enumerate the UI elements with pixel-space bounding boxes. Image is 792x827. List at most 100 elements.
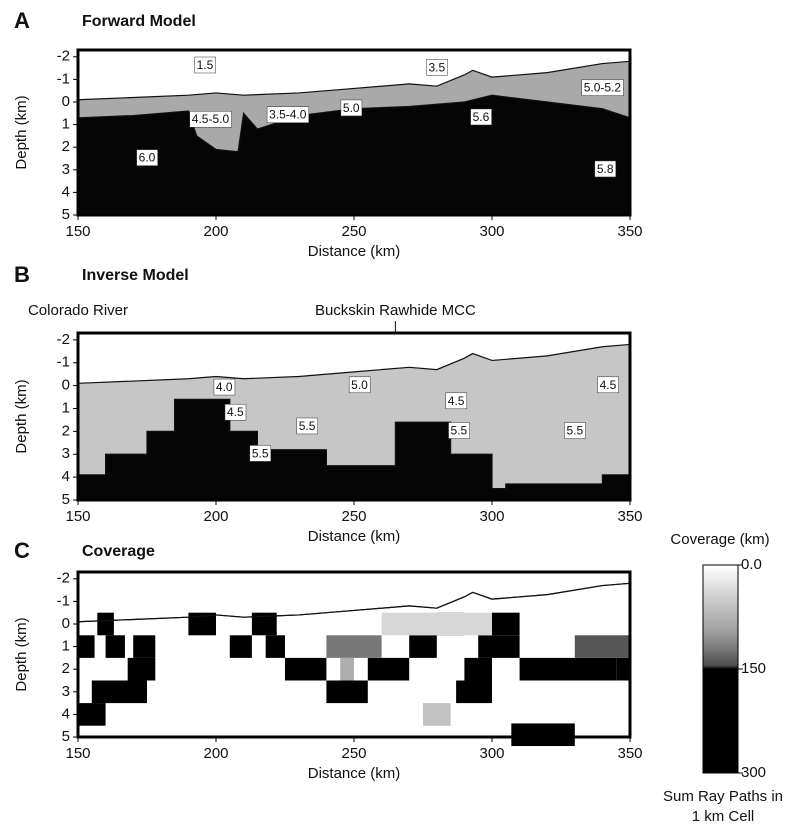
velocity-label: 5.5 — [566, 424, 583, 438]
y-tick-label: -2 — [57, 570, 70, 587]
panel: C Coverage 150 200 250 300 350 -2 -1 0 1 2 3 4 5 Distan… — [13, 538, 643, 782]
x-tick-label: 150 — [65, 223, 90, 240]
label-box — [594, 160, 617, 178]
coverage-cell — [409, 635, 437, 658]
y-tick-label: -2 — [57, 331, 70, 348]
velocity-label: 5.5 — [451, 424, 468, 438]
velocity-label: 4.0 — [216, 380, 233, 394]
coverage-cell — [251, 612, 277, 636]
coverage-cell — [340, 657, 354, 681]
x-tick-label: 250 — [341, 223, 366, 240]
y-axis-label: Depth (km) — [13, 617, 30, 691]
panel: B Inverse Model 4.0 5.0 4.5 4.5 4.5 5.5 5.5 5.5 5.… — [13, 262, 643, 545]
coverage-cell — [285, 657, 327, 681]
label-box — [249, 445, 272, 462]
y-tick-label: 4 — [62, 705, 70, 722]
y-axis-label: Depth (km) — [13, 379, 30, 453]
coverage-cell — [492, 612, 520, 636]
label-box — [194, 56, 216, 74]
label-box — [340, 99, 363, 117]
coverage-cell — [423, 703, 451, 726]
y-axis-label: Depth (km) — [13, 95, 30, 169]
label-box — [581, 79, 624, 96]
y-tick-label: 2 — [62, 422, 70, 439]
y-tick-label: 3 — [62, 683, 70, 700]
label-box — [266, 106, 310, 123]
velocity-label: 5.5 — [252, 446, 269, 460]
x-axis-label: Distance (km) — [308, 765, 401, 782]
x-tick-label: 150 — [65, 745, 90, 762]
coverage-cell — [511, 723, 575, 747]
velocity-label: 1.5 — [197, 58, 214, 72]
panel-letter: B — [14, 262, 30, 287]
x-tick-label: 200 — [203, 745, 228, 762]
label-box — [136, 149, 158, 166]
panel-title: Coverage — [82, 543, 155, 560]
layer-fill — [78, 95, 630, 215]
panel-title: Inverse Model — [82, 267, 189, 284]
layer-boundary — [77, 343, 631, 384]
label-box — [564, 422, 586, 439]
y-tick-label: 2 — [62, 660, 70, 677]
coverage-cell — [519, 657, 617, 681]
label-box — [597, 376, 619, 394]
label-box — [445, 392, 468, 410]
y-tick-label: -1 — [57, 354, 70, 371]
x-tick-label: 350 — [617, 223, 642, 240]
coverage-cell — [478, 635, 520, 658]
y-tick-label: 5 — [62, 206, 70, 223]
velocity-label: 5.8 — [597, 162, 614, 176]
label-box — [189, 110, 232, 128]
x-tick-label: 300 — [479, 508, 504, 525]
label-box — [213, 378, 236, 396]
coverage-cell — [456, 680, 492, 704]
coverage-cell — [616, 657, 630, 681]
coverage-cell — [326, 635, 382, 658]
coverage-cell — [464, 657, 492, 681]
coverage-cell — [367, 657, 410, 681]
y-tick-label: 0 — [62, 377, 70, 394]
y-tick-label: 0 — [62, 615, 70, 632]
label-box — [224, 403, 247, 421]
colorbar — [702, 564, 739, 774]
x-tick-label: 200 — [203, 508, 228, 525]
site-label: Colorado River — [28, 302, 128, 319]
layer-boundary — [78, 398, 630, 490]
y-tick-label: -1 — [57, 70, 70, 87]
coverage-cell — [127, 657, 156, 681]
velocity-label: 4.5 — [227, 405, 244, 419]
y-tick-label: -2 — [57, 48, 70, 65]
surface-line — [77, 582, 631, 623]
label-box — [470, 108, 492, 126]
label-box — [448, 422, 470, 439]
velocity-label: 5.0 — [343, 101, 360, 115]
y-tick-label: 1 — [62, 638, 70, 655]
panel: A Forward Model 1.5 3.5 4.5-5.0 3.5-4.0 5.0 5.6… — [13, 8, 643, 260]
velocity-label: 5.0-5.2 — [584, 81, 622, 95]
coverage-cell — [265, 635, 285, 658]
site-label: Buckskin Rawhide MCC — [315, 302, 476, 319]
x-tick-label: 350 — [617, 508, 642, 525]
coverage-cell — [78, 635, 95, 658]
panel-title: Forward Model — [82, 13, 196, 30]
velocity-label: 6.0 — [139, 151, 156, 165]
y-tick-label: 5 — [62, 491, 70, 508]
velocity-label: 3.5 — [428, 60, 445, 74]
coverage-cell — [574, 635, 630, 658]
panel-letter: A — [14, 8, 30, 33]
coverage-cell — [229, 635, 252, 658]
coverage-cell — [326, 680, 368, 704]
velocity-label: 4.5-5.0 — [192, 112, 230, 126]
velocity-label: 4.5 — [448, 394, 465, 408]
colorbar-tick-label: 0.0 — [741, 556, 762, 573]
colorbar-label: Sum Ray Paths in — [663, 788, 783, 805]
y-tick-label: 0 — [62, 93, 70, 110]
colorbar-label: 1 km Cell — [692, 808, 755, 825]
y-tick-label: 3 — [62, 445, 70, 462]
coverage-cell — [188, 612, 216, 636]
coverage-cell — [133, 635, 156, 658]
velocity-label: 5.5 — [299, 419, 316, 433]
y-tick-label: 1 — [62, 399, 70, 416]
velocity-label: 3.5-4.0 — [269, 108, 307, 122]
colorbar-tick-label: 300 — [741, 764, 766, 781]
